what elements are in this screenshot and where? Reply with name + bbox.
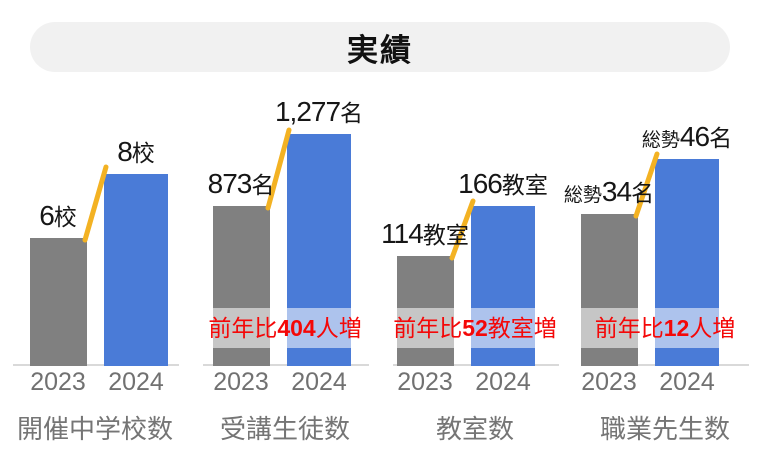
value-unit: 教室 xyxy=(501,172,548,198)
note-highlight-band: 前年比404人増 xyxy=(190,308,380,348)
value-label-2023: 873名 xyxy=(208,170,275,198)
note-prefix: 前年比 xyxy=(208,314,278,341)
note-suffix: 人増 xyxy=(689,314,736,341)
note-suffix: 教室増 xyxy=(487,314,557,341)
x-tick-2024: 2024 xyxy=(475,368,531,396)
value-unit: 名 xyxy=(340,100,364,126)
yoy-increase-note: 前年比12人増 xyxy=(594,314,736,341)
value-prefix: 総勢 xyxy=(563,185,602,206)
value-unit: 名 xyxy=(709,125,733,151)
value-unit: 教室 xyxy=(422,222,469,248)
x-tick-2023: 2023 xyxy=(581,368,637,396)
note-highlight-band: 前年比52教室増 xyxy=(380,308,570,348)
value-label-2023: 総勢34名 xyxy=(564,178,654,206)
note-number: 52 xyxy=(462,314,488,341)
plot-area: 873名 1,277名 前年比404人増 xyxy=(190,98,380,366)
note-number: 404 xyxy=(277,314,316,341)
value-number: 8 xyxy=(117,136,133,167)
x-tick-2023: 2023 xyxy=(397,368,453,396)
note-number: 12 xyxy=(663,314,690,341)
achievements-bar-chart: 6校 8校 2023 2024 開催中学校数 873名 1,277名 前年比40… xyxy=(0,98,760,476)
x-tick-2023: 2023 xyxy=(213,368,269,396)
category-label: 職業先生数 xyxy=(599,414,730,444)
header-pill: 実績 xyxy=(30,22,730,72)
note-suffix: 人増 xyxy=(315,314,362,341)
value-unit: 校 xyxy=(131,140,155,166)
value-label-2023: 6校 xyxy=(39,202,77,230)
note-prefix: 前年比 xyxy=(594,314,664,341)
value-number: 114 xyxy=(381,218,424,249)
value-prefix: 総勢 xyxy=(641,130,680,151)
value-number: 1,277 xyxy=(274,96,341,127)
note-prefix: 前年比 xyxy=(393,314,463,341)
value-number: 166 xyxy=(458,168,503,199)
category-label: 受講生徒数 xyxy=(219,414,350,444)
value-number: 873 xyxy=(207,168,253,199)
chart-group-classrooms: 114教室 166教室 前年比52教室増 2023 2024 教室数 xyxy=(380,100,570,476)
value-label-2023: 114教室 xyxy=(381,220,469,248)
value-unit: 校 xyxy=(53,204,77,230)
value-unit: 名 xyxy=(631,180,655,206)
note-highlight-band: 前年比12人増 xyxy=(570,308,760,348)
value-number: 46 xyxy=(679,121,710,152)
plot-area: 114教室 166教室 前年比52教室増 xyxy=(380,100,570,366)
bar-2024 xyxy=(104,174,168,366)
x-tick-2024: 2024 xyxy=(108,368,164,396)
chart-group-teachers: 総勢34名 総勢46名 前年比12人増 2023 2024 職業先生数 xyxy=(564,100,760,476)
page-title: 実績 xyxy=(347,32,413,68)
plot-area: 6校 8校 xyxy=(0,100,190,366)
value-label-2024: 8校 xyxy=(117,138,155,166)
value-number: 34 xyxy=(601,176,632,207)
category-label: 教室数 xyxy=(435,414,514,444)
x-axis-line xyxy=(203,364,369,366)
x-tick-2024: 2024 xyxy=(659,368,715,396)
yoy-increase-note: 前年比52教室増 xyxy=(393,314,557,341)
chart-group-schools: 6校 8校 2023 2024 開催中学校数 xyxy=(0,100,190,476)
x-tick-2023: 2023 xyxy=(30,368,86,396)
category-label: 開催中学校数 xyxy=(16,414,173,444)
value-label-2024: 総勢46名 xyxy=(642,123,732,151)
value-number: 6 xyxy=(39,200,55,231)
bar-2023 xyxy=(30,238,87,366)
value-label-2024: 1,277名 xyxy=(275,98,363,126)
x-axis-line xyxy=(13,364,179,366)
value-label-2024: 166教室 xyxy=(458,170,548,198)
x-tick-2024: 2024 xyxy=(291,368,347,396)
value-unit: 名 xyxy=(251,172,275,198)
yoy-increase-note: 前年比404人増 xyxy=(208,314,362,341)
plot-area: 総勢34名 総勢46名 前年比12人増 xyxy=(564,100,760,366)
chart-group-students: 873名 1,277名 前年比404人増 2023 2024 受講生徒数 xyxy=(190,98,380,476)
